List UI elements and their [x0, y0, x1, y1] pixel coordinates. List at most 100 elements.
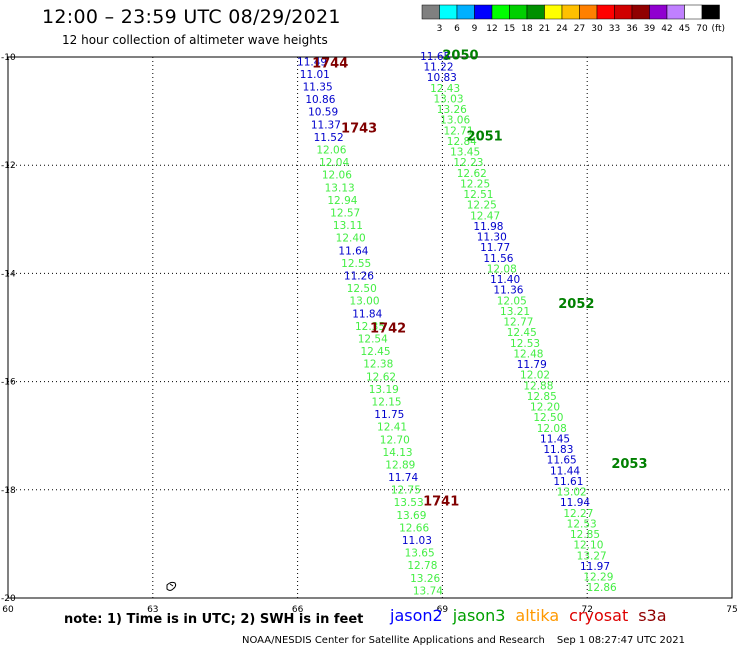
- swh-value: 11.97: [580, 561, 610, 573]
- swh-value: 12.50: [533, 412, 563, 424]
- swh-value: 12.10: [573, 540, 603, 552]
- scale-swatch: [439, 4, 458, 20]
- scale-label: 6: [454, 24, 460, 34]
- swh-value: 12.94: [327, 195, 357, 207]
- swh-value: 12.40: [336, 233, 366, 245]
- swh-value: 11.35: [303, 82, 333, 94]
- satellite-legend-cryosat: cryosat: [569, 606, 629, 625]
- scale-label: 39: [644, 24, 656, 34]
- scale-label: 70: [696, 24, 708, 34]
- swh-value: 13.45: [450, 147, 480, 159]
- swh-value: 13.00: [349, 296, 379, 308]
- scale-swatch: [456, 4, 475, 20]
- swh-value: 13.65: [405, 548, 435, 560]
- swh-value: 11.03: [402, 535, 432, 547]
- swh-value: 12.53: [567, 518, 597, 530]
- swh-value: 12.06: [322, 170, 352, 182]
- axis-ticks: 60 63 66 69 72 75 -10 -12 -14 -16 -18 -20: [1, 53, 738, 615]
- swh-value: 14.13: [383, 447, 413, 459]
- units-note: note: 1) Time is in UTC; 2) SWH is in fe…: [64, 612, 364, 627]
- scale-swatch: [701, 4, 720, 20]
- swh-value: 13.74: [413, 585, 443, 597]
- swh-value: 11.49: [297, 56, 327, 68]
- swh-value: 12.85: [527, 391, 557, 403]
- scale-swatch: [544, 4, 563, 20]
- satellite-legend-jason2: jason2: [390, 606, 443, 625]
- pass-number: 1742: [370, 322, 406, 337]
- swh-value: 11.65: [420, 51, 450, 63]
- lon-tick-label: 72: [581, 605, 592, 615]
- swh-value: 12.45: [507, 327, 537, 339]
- swh-value: 11.52: [314, 132, 344, 144]
- swh-value: 12.41: [377, 422, 407, 434]
- swh-value: 12.78: [407, 560, 437, 572]
- swh-value: 13.69: [396, 510, 426, 522]
- pass-number: 2052: [558, 297, 594, 312]
- swh-value: 13.26: [437, 104, 467, 116]
- satellite-legend-s3a: s3a: [638, 606, 667, 625]
- swh-value: 13.19: [369, 384, 399, 396]
- swh-value: 12.06: [316, 145, 346, 157]
- credit-line: NOAA/NESDIS Center for Satellite Applica…: [242, 635, 685, 646]
- swh-value: 11.98: [473, 221, 503, 233]
- swh-value: 11.56: [483, 253, 513, 265]
- island-outline: [166, 581, 177, 591]
- pass-number: 1743: [341, 121, 377, 136]
- swh-value: 12.35: [355, 321, 385, 333]
- swh-value: 12.27: [563, 508, 593, 520]
- scale-label: 21: [539, 24, 550, 34]
- lat-tick-label: -10: [1, 53, 16, 63]
- swh-value: 11.94: [560, 497, 590, 509]
- scale-swatch: [666, 4, 685, 20]
- swh-value: 13.26: [410, 573, 440, 585]
- credit-text: NOAA/NESDIS Center for Satellite Applica…: [242, 635, 545, 646]
- swh-value: 11.36: [493, 285, 523, 297]
- scale-swatch: [649, 4, 668, 20]
- page-title: 12:00 – 23:59 UTC 08/29/2021: [42, 6, 341, 28]
- lon-tick-label: 69: [437, 605, 449, 615]
- swh-value: 12.88: [523, 380, 553, 392]
- swh-value: 10.83: [427, 72, 457, 84]
- swh-value: 12.48: [513, 348, 543, 360]
- swh-value: 12.38: [363, 359, 393, 371]
- scale-swatch: [561, 4, 580, 20]
- lon-tick-label: 75: [726, 605, 737, 615]
- swh-value: 12.08: [537, 423, 567, 435]
- swh-value: 12.85: [570, 529, 600, 541]
- swh-value: 13.13: [325, 182, 355, 194]
- swh-value: 11.44: [550, 465, 580, 477]
- scale-swatch: [509, 4, 528, 20]
- swh-value: 12.70: [380, 434, 410, 446]
- scale-label: 3: [437, 24, 443, 34]
- swh-value: 12.86: [587, 582, 617, 594]
- swh-value: 12.89: [385, 459, 415, 471]
- swh-value: 11.84: [352, 308, 382, 320]
- swh-value: 11.40: [490, 274, 520, 286]
- swh-value: 12.62: [457, 168, 487, 180]
- pass-labels: 1744 1743 1742 1741 2050 2051 2052 2053: [312, 48, 647, 509]
- swh-value: 12.25: [467, 200, 497, 212]
- scale-swatch: [579, 4, 598, 20]
- swh-value: 12.04: [319, 157, 349, 169]
- satellite-legend-jason3: jason3: [452, 606, 506, 625]
- swh-value: 12.45: [360, 346, 390, 358]
- swh-value: 12.55: [341, 258, 371, 270]
- scale-label: 15: [504, 24, 515, 34]
- satellite-legend: jason2 jason3 altika cryosat s3a: [390, 606, 677, 625]
- swh-value: 12.15: [372, 396, 402, 408]
- pass-number: 2051: [467, 129, 503, 144]
- swh-value: 12.77: [503, 317, 533, 329]
- scale-swatch: [596, 4, 615, 20]
- scale-swatch: [474, 4, 493, 20]
- swh-value: 11.65: [547, 455, 577, 467]
- scale-label: 45: [679, 24, 690, 34]
- swh-value: 10.86: [305, 94, 335, 106]
- satellite-legend-altika: altika: [515, 606, 560, 625]
- scale-label: 9: [472, 24, 478, 34]
- swh-value: 11.83: [543, 444, 573, 456]
- pass-number: 2050: [442, 48, 478, 63]
- swh-value: 13.21: [500, 306, 530, 318]
- swh-value: 11.77: [480, 242, 510, 254]
- swh-value: 11.79: [517, 359, 547, 371]
- lon-tick-label: 63: [147, 605, 158, 615]
